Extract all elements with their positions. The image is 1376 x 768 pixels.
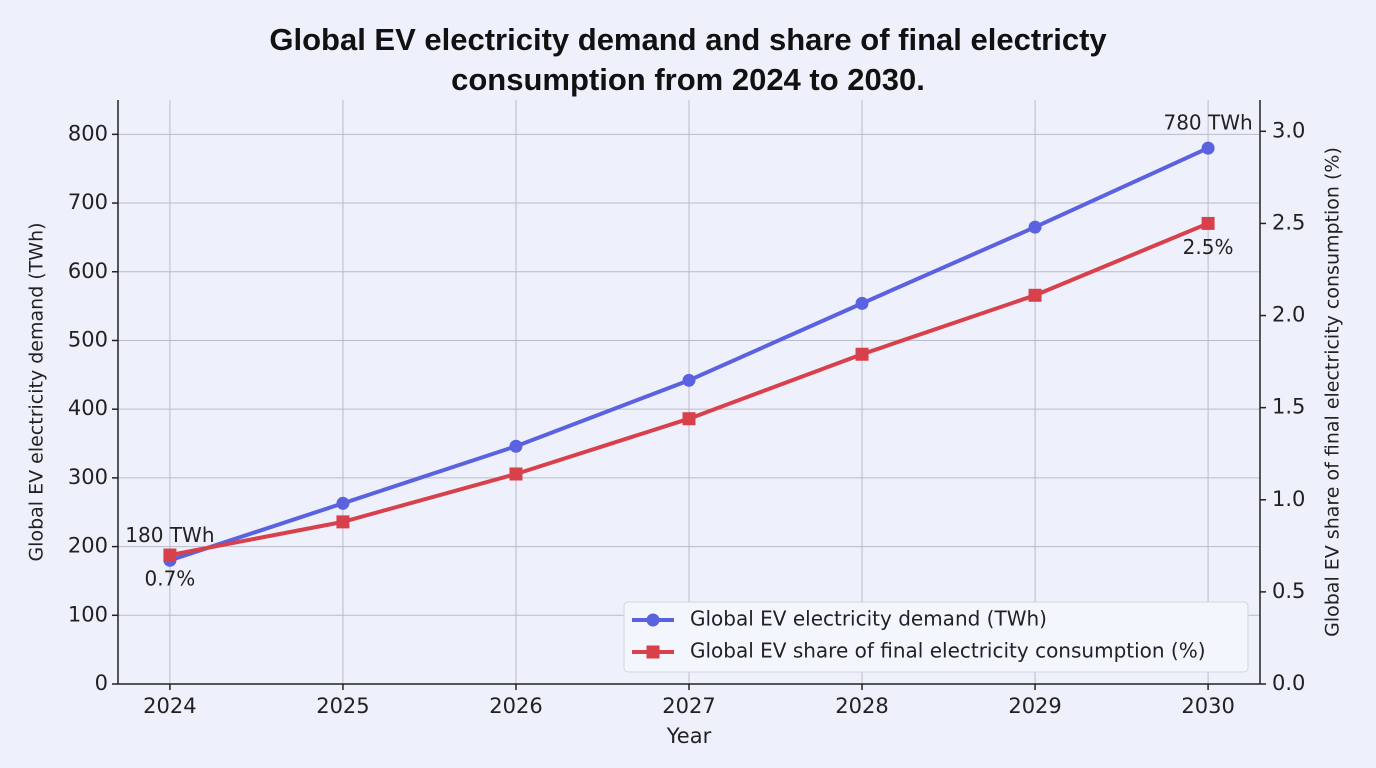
legend-label: Global EV electricity demand (TWh): [690, 607, 1047, 631]
x-tick-label: 2027: [662, 694, 715, 718]
y2-tick-label: 1.5: [1272, 395, 1305, 419]
y2-tick-label: 0.5: [1272, 579, 1305, 603]
x-tick-label: 2026: [489, 694, 542, 718]
marker: [855, 347, 869, 361]
marker: [682, 373, 696, 387]
x-tick-label: 2024: [143, 694, 196, 718]
legend-box: [623, 601, 1249, 673]
marker: [646, 613, 660, 627]
x-tick-label: 2030: [1181, 694, 1234, 718]
marker: [1028, 220, 1042, 234]
legend: Global EV electricity demand (TWh) Global…: [623, 601, 1249, 673]
chart-title: Global EV electricity demand and share o…: [269, 22, 1107, 97]
x-tick-label: 2025: [316, 694, 369, 718]
marker: [509, 467, 523, 481]
x-tick-label: 2028: [835, 694, 888, 718]
x-axis-label: Year: [666, 724, 712, 748]
y-tick-label: 0: [95, 671, 108, 695]
marker: [509, 439, 523, 453]
data-label: 2.5%: [1183, 235, 1234, 259]
marker: [1201, 141, 1215, 155]
data-label: 0.7%: [145, 567, 196, 591]
y-tick-label: 500: [68, 327, 108, 351]
y2-tick-label: 3.0: [1272, 118, 1305, 142]
x-tick-label: 2029: [1008, 694, 1061, 718]
y2-tick-label: 0.0: [1272, 671, 1305, 695]
y2-tick-label: 2.0: [1272, 303, 1305, 327]
marker: [1201, 216, 1215, 230]
marker: [1028, 288, 1042, 302]
y-tick-label: 300: [68, 465, 108, 489]
y-tick-label: 100: [68, 602, 108, 626]
y-tick-label: 600: [68, 259, 108, 283]
y2-tick-label: 2.5: [1272, 210, 1305, 234]
marker: [336, 515, 350, 529]
marker: [163, 548, 177, 562]
marker: [336, 496, 350, 510]
y2-tick-label: 1.0: [1272, 487, 1305, 511]
marker: [855, 296, 869, 310]
marker: [646, 645, 660, 659]
y-axis-label: Global EV electricity demand (TWh): [26, 222, 48, 561]
y-tick-label: 800: [68, 121, 108, 145]
marker: [682, 412, 696, 426]
y-tick-label: 700: [68, 190, 108, 214]
y-tick-label: 400: [68, 396, 108, 420]
y-tick-label: 200: [68, 534, 108, 558]
data-label: 780 TWh: [1163, 111, 1252, 135]
legend-label: Global EV share of final electricity con…: [690, 639, 1206, 663]
data-label: 180 TWh: [125, 523, 214, 547]
y2-axis-label: Global EV share of final electricity con…: [1322, 147, 1344, 637]
